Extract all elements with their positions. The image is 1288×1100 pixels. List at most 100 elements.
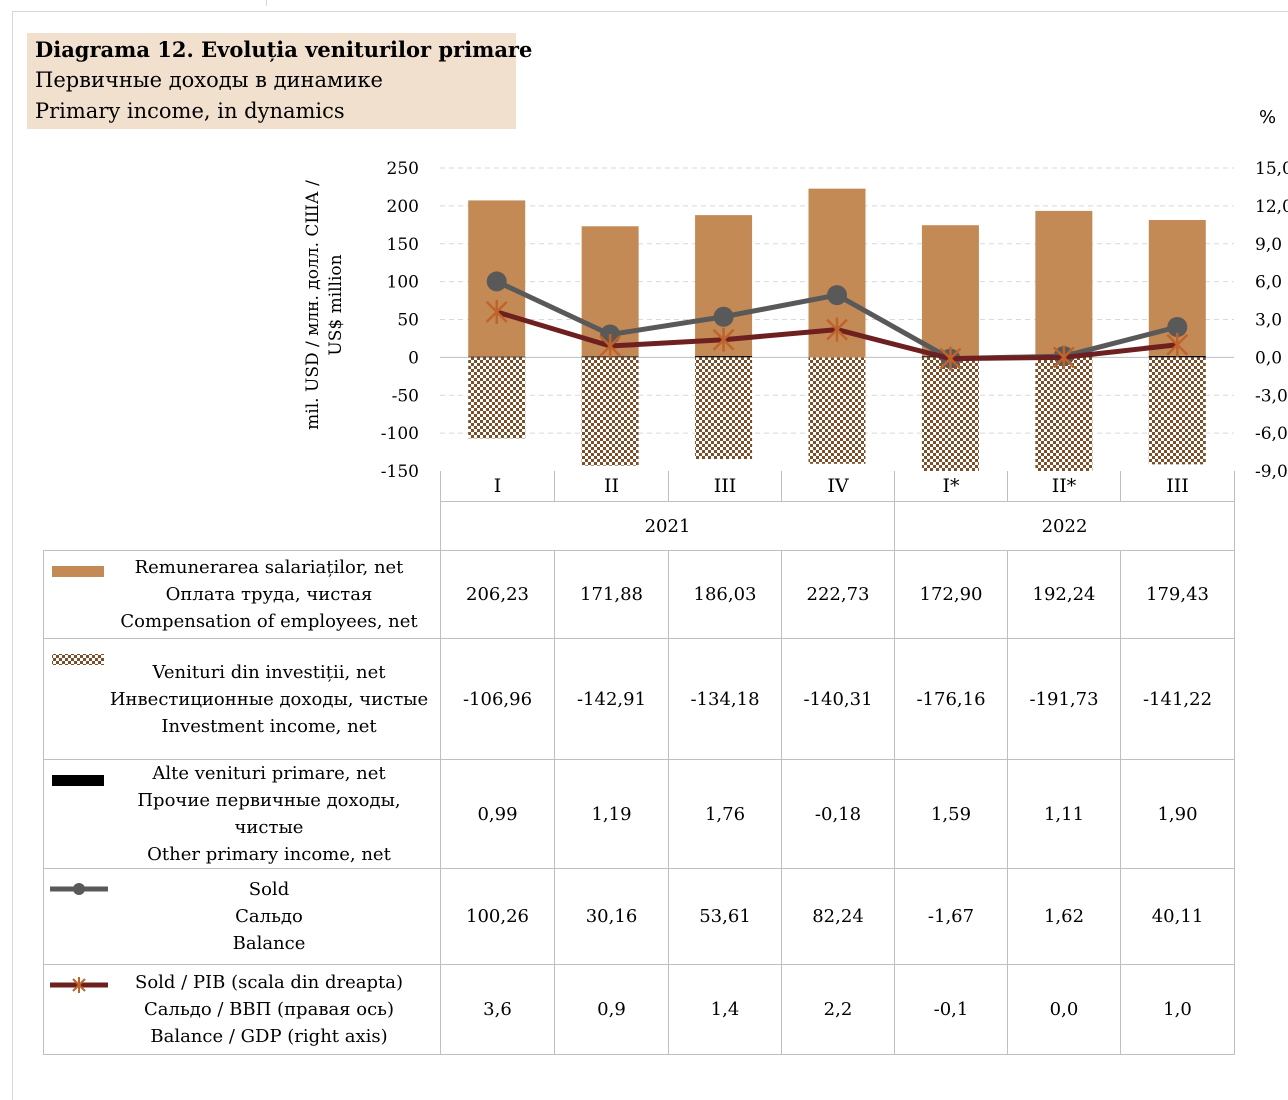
data-table: I II III IV I* II* III 2021 2022 Remunerarea sala… [43,471,1235,1055]
value-cell: 186,03 [668,550,782,639]
legend-text: Sold / PIB (scala din dreapta) Сальдо / В… [44,969,440,1050]
blank-cell [44,502,441,551]
value-cell: 1,62 [1007,868,1121,965]
y-tick-label: 250 [387,159,419,179]
frame-left-border [12,11,13,1100]
legend-line: Investment income, net [161,715,377,737]
category-label: II* [1007,471,1121,502]
year-label: 2022 [894,501,1235,551]
table-row-gdp: Sold / PIB (scala din dreapta) Сальдо / В… [43,964,1235,1055]
year-row: 2021 2022 [44,501,1235,551]
y-tick-label: 50 [397,311,419,331]
value-cell: 0,99 [440,759,555,869]
value-cell: 192,24 [1007,550,1121,639]
category-label: IV [781,471,895,502]
frame-tick [266,0,267,6]
table-row-sold: Sold Сальдо Balance 100,26 30,16 53,61 82,24 -1… [43,868,1235,965]
legend-line: Прочие первичные доходы, чистые [137,790,401,838]
legend-text: Remunerarea salariaților, net Оплата труд… [44,554,440,635]
legend-text: Alte venituri primare, net Прочие первичн… [44,760,440,868]
legend-swatch-other [52,775,104,786]
legend-line: Other primary income, net [147,844,391,865]
legend-line: Оплата труда, чистая [165,584,373,605]
bar-investment-income [921,357,979,471]
value-cell: 1,11 [1007,759,1121,869]
bar-investment-income [808,357,866,464]
legend-line: Balance [232,933,306,954]
value-cell: 0,0 [1007,964,1121,1055]
legend-line: Sold [248,879,290,900]
y-tick-label: 150 [387,235,419,255]
legend-swatch-inv [52,654,104,665]
value-cell: 172,90 [894,550,1008,639]
y-tick-label: -50 [392,386,419,406]
y2-axis-unit: % [1259,107,1277,128]
bar-other-primary-income [695,356,753,358]
y-tick-label: -150 [381,462,419,482]
value-cell: 1,76 [668,759,782,869]
bar-investment-income [468,357,526,439]
marker-balance [713,306,734,327]
category-label: III [1120,471,1235,502]
value-cell: -0,1 [894,964,1008,1055]
y2-tick-label: -3,0 [1255,386,1288,406]
y2-tick-label: 3,0 [1255,311,1282,331]
value-cell: -141,22 [1120,638,1235,760]
y2-tick-label: 12,0 [1255,197,1288,217]
legend-cell: Remunerarea salariaților, net Оплата труд… [43,550,441,639]
legend-line: Alte venituri primare, net [152,763,386,784]
legend-line: Сальдо [235,906,303,927]
legend-line: Remunerarea salariaților, net [134,557,404,578]
value-cell: 171,88 [554,550,669,639]
marker-balance [827,285,847,306]
bar-compensation [1035,210,1093,357]
category-label: I* [894,471,1008,502]
legend-line: Balance / GDP (right axis) [150,1026,388,1047]
legend-cell: Sold / PIB (scala din dreapta) Сальдо / В… [43,964,441,1055]
swatch-rect [52,566,104,577]
value-cell: -142,91 [554,638,669,760]
value-cell: -134,18 [668,638,782,760]
tick-layer: 250 15,0 200 12,0 150 9,0 100 6,0 50 3,0 0 0,0 -50 -3… [381,159,1288,482]
bar-investment-income [1148,357,1206,465]
y2-tick-label: 9,0 [1255,235,1282,255]
value-cell: -176,16 [894,638,1008,760]
legend-swatch-gdp [50,977,108,993]
y2-tick-label: 6,0 [1255,273,1282,293]
value-cell: 1,0 [1120,964,1235,1055]
table-row-inv: Venituri din investiții, net Инвестиционн… [43,638,1235,760]
value-cell: 53,61 [668,868,782,965]
y-tick-label: 200 [387,197,419,217]
legend-text: Sold Сальдо Balance [44,876,440,957]
chart-title-en: Primary income, in dynamics [35,99,345,123]
swatch-marker [73,883,85,895]
y2-tick-label: 15,0 [1255,159,1288,179]
y2-tick-label: 0,0 [1255,348,1282,368]
value-cell: 82,24 [781,868,895,965]
value-cell: 1,19 [554,759,669,869]
y-tick-label: -100 [381,424,419,444]
value-cell: -1,67 [894,868,1008,965]
category-row: I II III IV I* II* III [44,471,1235,502]
legend-cell: Venituri din investiții, net Инвестиционн… [43,638,441,760]
legend-line: Venituri din investiții, net [152,661,386,683]
category-label: III [668,471,782,502]
value-cell: -140,31 [781,638,895,760]
bar-investment-income [1035,357,1093,471]
bar-investment-income [695,357,753,460]
chart-title-ro: Diagrama 12. Evoluția veniturilor primar… [35,37,533,62]
value-cell: -0,18 [781,759,895,869]
table-row-comp: Remunerarea salariaților, net Оплата труд… [43,550,1235,639]
marker-balance-gdp [712,327,735,352]
table-row-other: Alte venituri primare, net Прочие первичн… [43,759,1235,869]
bar-investment-income [581,357,639,466]
value-cell: 1,4 [668,964,782,1055]
blank-cell [44,471,441,502]
y2-tick-label: -6,0 [1255,424,1288,444]
value-cell: -191,73 [1007,638,1121,760]
legend-line: Compensation of employees, net [120,611,418,632]
y-tick-label: 100 [387,273,419,293]
y-tick-label: 0 [408,348,419,368]
legend-line: Sold / PIB (scala din dreapta) [134,972,404,993]
legend-swatch-sold [50,883,108,895]
